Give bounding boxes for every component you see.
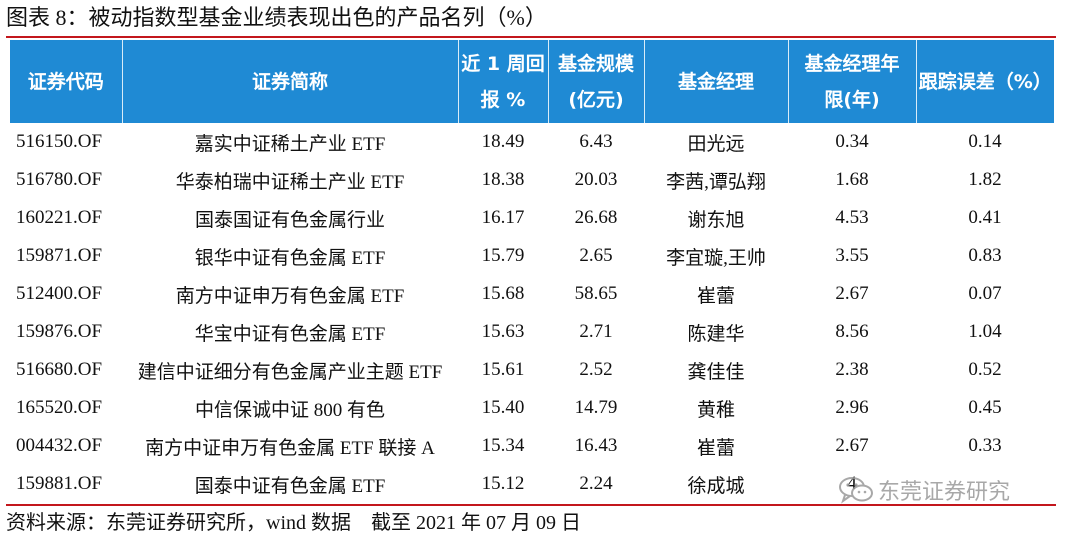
cell-tracking-error: 0.33 <box>968 435 1002 456</box>
cell-size: 2.24 <box>579 473 613 494</box>
cell-name: 国泰中证有色金属 ETF <box>194 475 386 497</box>
cell-tracking-error: 0.52 <box>968 359 1002 380</box>
cell-tenure: 4 <box>847 473 857 494</box>
header-weekly-return: 近 1 周回报 % <box>458 40 549 123</box>
watermark-text: 东莞证券研究 <box>878 480 1011 505</box>
cell-name: 银华中证有色金属 ETF <box>194 247 386 269</box>
cell-return: 15.68 <box>481 283 525 304</box>
cell-name: 华宝中证有色金属 ETF <box>194 323 386 345</box>
cell-tenure: 2.67 <box>835 435 869 456</box>
cell-manager: 李茜,谭弘翔 <box>666 171 766 193</box>
wechat-icon <box>839 477 873 504</box>
cell-code: 159881.OF <box>16 473 103 494</box>
cell-code: 516680.OF <box>16 359 103 380</box>
cell-manager: 龚佳佳 <box>687 361 745 383</box>
cell-code: 004432.OF <box>16 435 103 456</box>
cell-return: 15.12 <box>481 473 525 494</box>
cell-name: 华泰柏瑞中证稀土产业 ETF <box>175 171 405 193</box>
cell-return: 15.63 <box>481 321 525 342</box>
cell-manager: 徐成城 <box>687 475 745 497</box>
cell-tracking-error: 0.45 <box>968 397 1002 418</box>
header-security-name: 证券简称 <box>122 40 459 123</box>
cell-return: 18.38 <box>481 169 525 190</box>
cell-tenure: 3.55 <box>835 245 869 266</box>
cell-tracking-error: 0.07 <box>968 283 1002 304</box>
header-security-code: 证券代码 <box>10 40 123 123</box>
cell-tenure: 2.96 <box>835 397 869 418</box>
wechat-watermark: 东莞证券研究 <box>838 475 1010 505</box>
cell-tenure: 0.34 <box>835 131 869 152</box>
header-tracking-error: 跟踪误差（%） <box>916 40 1054 123</box>
top-divider <box>6 36 1056 38</box>
cell-name: 建信中证细分有色金属产业主题 ETF <box>137 361 443 383</box>
cell-size: 6.43 <box>579 131 613 152</box>
cell-code: 512400.OF <box>16 283 103 304</box>
cell-return: 18.49 <box>481 131 525 152</box>
table-row: 516780.OF 华泰柏瑞中证稀土产业 ETF 18.38 20.03 李茜,… <box>10 161 1054 199</box>
table-row: 159876.OF 华宝中证有色金属 ETF 15.63 2.71 陈建华 8.… <box>10 313 1054 351</box>
cell-tracking-error: 0.41 <box>968 207 1002 228</box>
figure-title: 图表 8：被动指数型基金业绩表现出色的产品名列（%） <box>6 5 547 30</box>
cell-size: 58.65 <box>574 283 618 304</box>
cell-size: 20.03 <box>574 169 618 190</box>
cell-tracking-error: 0.14 <box>968 131 1002 152</box>
cell-return: 15.61 <box>481 359 525 380</box>
cell-size: 2.52 <box>579 359 613 380</box>
header-fund-manager: 基金经理 <box>644 40 789 123</box>
table-row: 159881.OF 国泰中证有色金属 ETF 15.12 2.24 徐成城 4 <box>10 465 1054 503</box>
cell-return: 15.79 <box>481 245 525 266</box>
cell-return: 15.40 <box>481 397 525 418</box>
cell-name: 嘉实中证稀土产业 ETF <box>194 133 386 155</box>
cell-code: 165520.OF <box>16 397 103 418</box>
table-row: 516680.OF 建信中证细分有色金属产业主题 ETF 15.61 2.52 … <box>10 351 1054 389</box>
cell-code: 159876.OF <box>16 321 103 342</box>
cell-tenure: 1.68 <box>835 169 869 190</box>
cell-manager: 谢东旭 <box>687 209 745 231</box>
table-row: 160221.OF 国泰国证有色金属行业 16.17 26.68 谢东旭 4.5… <box>10 199 1054 237</box>
cell-manager: 崔蕾 <box>696 285 735 307</box>
table-header-row: 证券代码 证券简称 近 1 周回报 % 基金规模 (亿元) 基金经理 基金经理年限… <box>10 40 1054 123</box>
cell-return: 16.17 <box>481 207 525 228</box>
cell-code: 516780.OF <box>16 169 103 190</box>
fund-performance-table: 证券代码 证券简称 近 1 周回报 % 基金规模 (亿元) 基金经理 基金经理年限… <box>10 40 1054 503</box>
cell-size: 14.79 <box>574 397 618 418</box>
cell-name: 南方中证申万有色金属 ETF <box>175 285 405 307</box>
header-manager-tenure: 基金经理年 限(年) <box>788 40 917 123</box>
cell-size: 2.71 <box>579 321 613 342</box>
cell-code: 516150.OF <box>16 131 103 152</box>
cell-tracking-error: 1.04 <box>968 321 1002 342</box>
cell-tenure: 2.67 <box>835 283 869 304</box>
cell-name: 中信保诚中证 800 有色 <box>194 399 385 421</box>
table-row: 004432.OF 南方中证申万有色金属 ETF 联接 A 15.34 16.4… <box>10 427 1054 465</box>
bottom-divider <box>6 504 1056 506</box>
cell-size: 16.43 <box>574 435 618 456</box>
cell-tracking-error: 0.83 <box>968 245 1002 266</box>
cell-manager: 李宜璇,王帅 <box>666 247 766 269</box>
table-row: 165520.OF 中信保诚中证 800 有色 15.40 14.79 黄稚 2… <box>10 389 1054 427</box>
cell-tenure: 4.53 <box>835 207 869 228</box>
cell-name: 南方中证申万有色金属 ETF 联接 A <box>145 437 435 459</box>
cell-manager: 崔蕾 <box>696 437 735 459</box>
table-row: 516150.OF 嘉实中证稀土产业 ETF 18.49 6.43 田光远 0.… <box>10 123 1054 161</box>
cell-return: 15.34 <box>481 435 525 456</box>
table-row: 159871.OF 银华中证有色金属 ETF 15.79 2.65 李宜璇,王帅… <box>10 237 1054 275</box>
cell-code: 160221.OF <box>16 207 103 228</box>
cell-tenure: 2.38 <box>835 359 869 380</box>
cell-manager: 黄稚 <box>696 399 735 421</box>
cell-size: 26.68 <box>574 207 618 228</box>
cell-size: 2.65 <box>579 245 613 266</box>
cell-code: 159871.OF <box>16 245 103 266</box>
cell-tenure: 8.56 <box>835 321 869 342</box>
source-note: 资料来源：东莞证券研究所，wind 数据 截至 2021 年 07 月 09 日 <box>6 512 581 534</box>
table-row: 512400.OF 南方中证申万有色金属 ETF 15.68 58.65 崔蕾 … <box>10 275 1054 313</box>
cell-manager: 陈建华 <box>687 323 745 345</box>
cell-manager: 田光远 <box>687 133 745 155</box>
cell-name: 国泰国证有色金属行业 <box>194 209 385 231</box>
cell-tracking-error: 1.82 <box>968 169 1002 190</box>
header-fund-size: 基金规模 (亿元) <box>548 40 645 123</box>
